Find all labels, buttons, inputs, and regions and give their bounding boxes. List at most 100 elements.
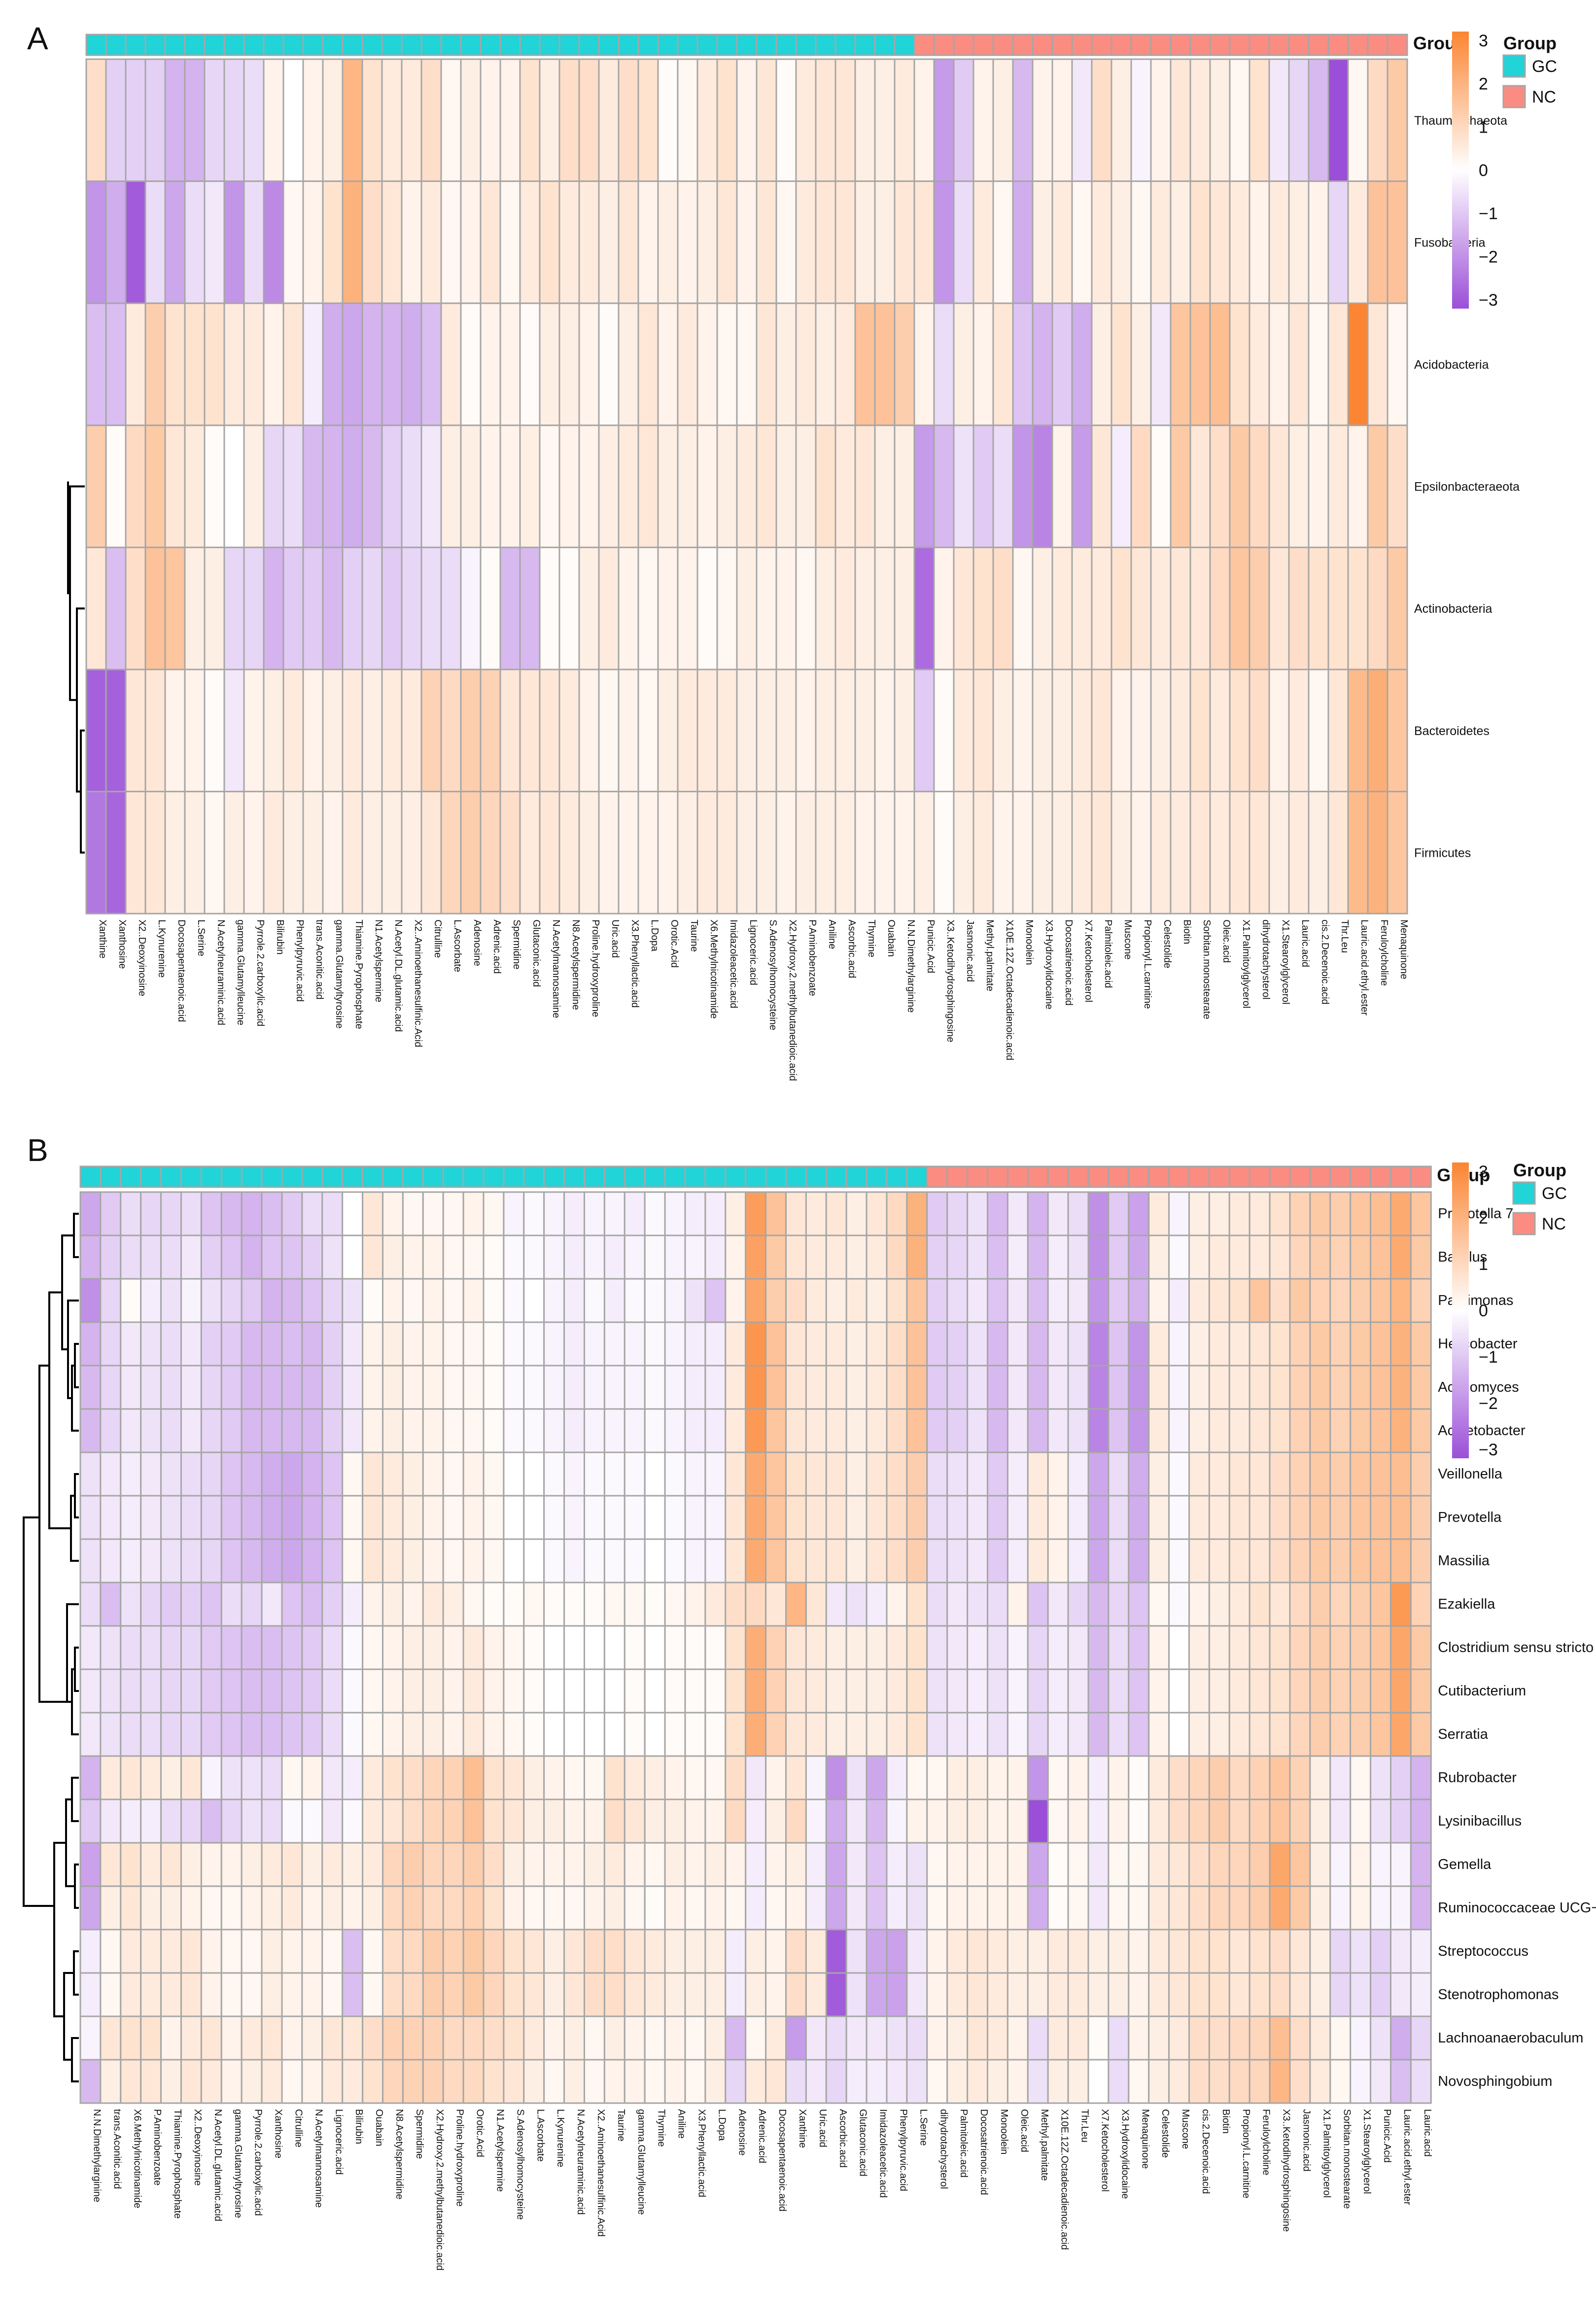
heatmap-cell-b-1-34 xyxy=(765,1234,787,1280)
heatmap-cell-b-16-38 xyxy=(845,1885,867,1931)
heatmap-cell-b-4-25 xyxy=(584,1365,605,1410)
column-label-b-celestolide: Celestolide xyxy=(1160,2109,1171,2158)
heatmap-cell-b-15-14 xyxy=(362,1842,383,1887)
heatmap-cell-b-15-37 xyxy=(825,1842,847,1887)
heatmap-cell-b-6-41 xyxy=(906,1451,928,1497)
heatmap-cell-b-11-35 xyxy=(785,1668,807,1714)
heatmap-cell-b-3-14 xyxy=(362,1321,383,1367)
heatmap-cell-a-4-37 xyxy=(815,546,836,670)
heatmap-cell-a-5-23 xyxy=(539,668,560,793)
heatmap-cell-b-17-26 xyxy=(603,1929,625,1974)
heatmap-cell-b-4-30 xyxy=(684,1365,706,1410)
heatmap-cell-a-1-63 xyxy=(1327,180,1349,304)
heatmap-cell-b-3-32 xyxy=(725,1321,747,1367)
heatmap-cell-b-11-5 xyxy=(180,1668,202,1714)
column-label-b-phenylpyruvic-acid: Phenylpyruvic.acid xyxy=(898,2109,908,2191)
heatmap-cell-b-9-25 xyxy=(584,1582,605,1627)
heatmap-cell-b-5-54 xyxy=(1168,1408,1190,1453)
heatmap-cell-a-6-15 xyxy=(381,791,403,915)
heatmap-cell-a-5-8 xyxy=(243,668,265,793)
annotation-cell-b-13 xyxy=(342,1165,364,1188)
heatmap-cell-b-11-22 xyxy=(523,1668,545,1714)
heatmap-cell-b-10-27 xyxy=(624,1625,646,1670)
heatmap-cell-b-15-52 xyxy=(1128,1842,1150,1887)
heatmap-cell-b-1-59 xyxy=(1269,1234,1291,1280)
heatmap-cell-b-15-8 xyxy=(241,1842,263,1887)
annotation-cell-b-36 xyxy=(805,1165,827,1188)
row-label-serratia: Serratia xyxy=(1438,1726,1488,1742)
heatmap-cell-b-8-4 xyxy=(160,1538,182,1583)
heatmap-cell-b-13-49 xyxy=(1067,1755,1089,1800)
heatmap-cell-b-8-11 xyxy=(301,1538,323,1583)
column-label-b-methyl-palmitate: Methyl.palmitate xyxy=(1039,2109,1050,2181)
heatmap-cell-b-5-33 xyxy=(745,1408,767,1453)
annotation-cell-a-59 xyxy=(1249,34,1270,56)
heatmap-cell-b-6-24 xyxy=(563,1451,585,1497)
annotation-cell-b-41 xyxy=(906,1165,928,1188)
heatmap-cell-b-11-36 xyxy=(805,1668,827,1714)
heatmap-cell-b-1-2 xyxy=(120,1234,142,1280)
heatmap-cell-b-8-42 xyxy=(926,1538,948,1583)
heatmap-cell-a-1-7 xyxy=(223,180,245,304)
heatmap-cell-b-1-4 xyxy=(160,1234,182,1280)
column-label-b-x3-phenyllactic-acid: X3.Phenyllactic.acid xyxy=(696,2109,707,2197)
heatmap-cell-b-8-24 xyxy=(563,1538,585,1583)
heatmap-cell-b-7-62 xyxy=(1329,1495,1352,1540)
heatmap-cell-b-12-21 xyxy=(503,1712,525,1757)
heatmap-cell-b-2-19 xyxy=(462,1278,485,1323)
heatmap-cell-b-1-27 xyxy=(624,1234,646,1280)
annotation-cell-a-31 xyxy=(696,34,718,56)
heatmap-cell-b-4-50 xyxy=(1087,1365,1110,1410)
heatmap-cell-b-5-38 xyxy=(845,1408,867,1453)
heatmap-cell-b-6-13 xyxy=(342,1451,364,1497)
heatmap-cell-b-16-10 xyxy=(281,1885,303,1931)
heatmap-cell-a-6-58 xyxy=(1229,791,1250,915)
heatmap-cell-b-14-35 xyxy=(785,1798,807,1844)
heatmap-cell-b-19-40 xyxy=(886,2015,908,2061)
heatmap-cell-a-4-38 xyxy=(834,546,856,670)
heatmap-cell-a-1-65 xyxy=(1367,180,1388,304)
column-label-b-menaquinone: Menaquinone xyxy=(1140,2109,1150,2169)
heatmap-cell-b-15-7 xyxy=(220,1842,243,1887)
heatmap-cell-b-19-24 xyxy=(563,2015,585,2061)
heatmap-cell-a-5-53 xyxy=(1130,668,1152,793)
heatmap-cell-b-11-3 xyxy=(140,1668,162,1714)
heatmap-cell-b-8-37 xyxy=(825,1538,847,1583)
heatmap-cell-b-16-33 xyxy=(745,1885,767,1931)
heatmap-cell-b-12-9 xyxy=(261,1712,283,1757)
heatmap-cell-a-3-2 xyxy=(125,424,146,548)
heatmap-cell-a-3-43 xyxy=(933,424,955,548)
heatmap-cell-b-7-64 xyxy=(1370,1495,1392,1540)
heatmap-cell-b-6-20 xyxy=(483,1451,505,1497)
heatmap-cell-b-9-8 xyxy=(241,1582,263,1627)
heatmap-cell-a-4-11 xyxy=(302,546,324,670)
heatmap-cell-b-19-9 xyxy=(261,2015,283,2061)
heatmap-cell-b-12-47 xyxy=(1027,1712,1049,1757)
column-label-a-xanthosine: Xanthosine xyxy=(117,919,128,969)
heatmap-cell-b-12-19 xyxy=(462,1712,485,1757)
dendrogram-branch-b-9 xyxy=(66,1603,79,1703)
heatmap-cell-b-19-35 xyxy=(785,2015,807,2061)
heatmap-cell-b-2-30 xyxy=(684,1278,706,1323)
row-label-acidobacteria: Acidobacteria xyxy=(1414,358,1489,372)
group-legend-swatch-nc-a xyxy=(1502,85,1526,108)
heatmap-cell-b-8-49 xyxy=(1067,1538,1089,1583)
heatmap-cell-b-20-28 xyxy=(644,2059,666,2104)
heatmap-cell-b-4-40 xyxy=(886,1365,908,1410)
heatmap-cell-b-0-33 xyxy=(745,1191,767,1236)
heatmap-cell-b-2-15 xyxy=(382,1278,404,1323)
column-label-a-adrenic-acid: Adrenic.acid xyxy=(491,919,502,974)
heatmap-cell-b-2-61 xyxy=(1309,1278,1331,1323)
heatmap-cell-a-5-18 xyxy=(440,668,462,793)
column-label-b-biotin: Biotin xyxy=(1220,2109,1231,2134)
heatmap-cell-a-5-29 xyxy=(657,668,679,793)
heatmap-cell-a-2-43 xyxy=(933,302,955,426)
column-label-b-cis-2-decenoic-acid: cis.2.Decenoic.acid xyxy=(1200,2109,1211,2194)
heatmap-cell-b-7-33 xyxy=(745,1495,767,1540)
heatmap-cell-b-15-34 xyxy=(765,1842,787,1887)
heatmap-cell-b-6-61 xyxy=(1309,1451,1331,1497)
heatmap-cell-b-3-23 xyxy=(543,1321,565,1367)
heatmap-cell-b-1-55 xyxy=(1188,1234,1210,1280)
group-annotation-bar-b: Group xyxy=(79,1165,1490,1188)
annotation-cell-a-42 xyxy=(913,34,935,56)
